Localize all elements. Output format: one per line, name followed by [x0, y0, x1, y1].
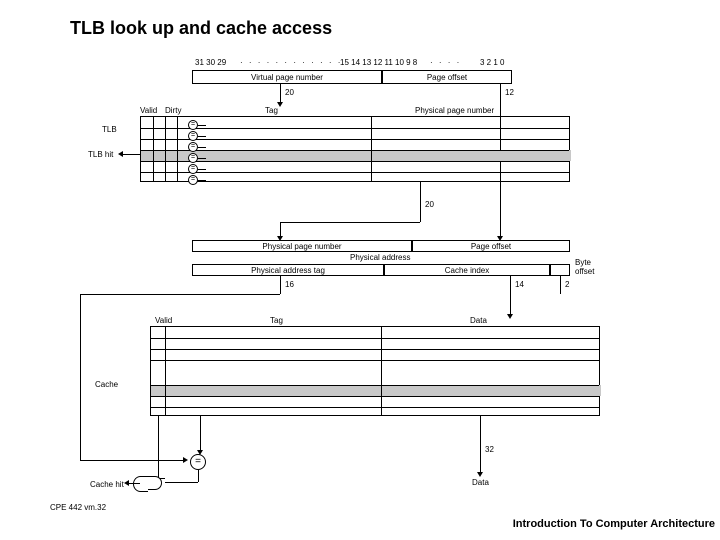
cache-comparator: = [190, 454, 206, 470]
bits-low: 3 2 1 0 [480, 58, 504, 67]
cmp-4: = [188, 153, 198, 163]
cache-data-out-label: Data [472, 478, 489, 487]
arrow-data-out [477, 472, 483, 477]
pa-ppn-box: Physical page number [192, 240, 412, 252]
tlb-ppn-label: Physical page number [415, 106, 494, 115]
page-title: TLB look up and cache access [70, 18, 332, 39]
dots-1: · · · · · · · · · · · · · [240, 58, 351, 67]
tlb-dirty-label: Dirty [165, 106, 181, 115]
vpn-width: 20 [285, 88, 294, 97]
tlb-out-width: 20 [425, 200, 434, 209]
vpn-box: Virtual page number [192, 70, 382, 84]
cache-valid-label: Valid [155, 316, 172, 325]
cmp-5: = [188, 164, 198, 174]
tlb-hit-arrow [118, 151, 123, 157]
tlb-cache-diagram: 31 30 29 · · · · · · · · · · · · · 15 14… [80, 50, 650, 490]
cache-table [150, 326, 600, 416]
wire-vpn-down [280, 84, 281, 104]
cmp-3: = [188, 142, 198, 152]
pa-tag-width: 16 [285, 280, 294, 289]
tlb-label: TLB [102, 125, 117, 134]
arrow-idx-cache [507, 314, 513, 319]
pa-label: Physical address [350, 253, 410, 262]
bits-high: 31 30 29 [195, 58, 226, 67]
footer-right: Introduction To Computer Architecture [513, 518, 715, 530]
cache-hit-and-gate [140, 476, 162, 490]
cache-data-label: Data [470, 316, 487, 325]
pa-byte-width: 2 [565, 280, 569, 289]
cache-label: Cache [95, 380, 118, 389]
pa-byte-box [550, 264, 570, 276]
pa-tag-box: Physical address tag [192, 264, 384, 276]
po-width: 12 [505, 88, 514, 97]
cmp-6: = [188, 175, 198, 185]
cmp-2: = [188, 131, 198, 141]
arrow-tag-cmp [183, 457, 188, 463]
dots-2: · · · · [430, 58, 461, 67]
cache-hit-arrow [124, 480, 129, 486]
tlb-hit-wire [122, 154, 140, 155]
cache-out-width: 32 [485, 445, 494, 454]
tlb-tag-label: Tag [265, 106, 278, 115]
byte-offset-label-1: Byte [575, 258, 591, 267]
cache-hit-label: Cache hit [90, 480, 124, 489]
cache-hit-row-shade [151, 385, 601, 396]
tlb-ppn-out [420, 182, 421, 222]
pa-idx-width: 14 [515, 280, 524, 289]
tlb-hit-label: TLB hit [88, 150, 113, 159]
byte-offset-label-2: offset [575, 267, 594, 276]
pa-idx-box: Cache index [384, 264, 550, 276]
cache-tag-label: Tag [270, 316, 283, 325]
tlb-valid-label: Valid [140, 106, 157, 115]
footer-left: CPE 442 vm.32 [50, 503, 106, 512]
pa-po-box: Page offset [412, 240, 570, 252]
bits-mid: 15 14 13 12 11 10 9 8 [340, 58, 417, 67]
po-box: Page offset [382, 70, 512, 84]
cache-hit-wire [128, 483, 140, 484]
tlb-hit-row-shade [141, 150, 571, 161]
cmp-1: = [188, 120, 198, 130]
